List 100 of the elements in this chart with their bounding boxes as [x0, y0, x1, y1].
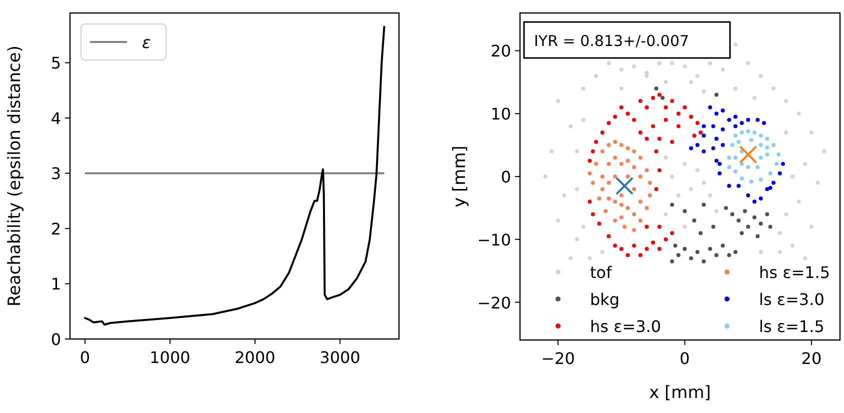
point — [727, 156, 732, 160]
point — [590, 149, 595, 154]
point — [746, 165, 750, 170]
point — [613, 114, 618, 119]
point — [698, 231, 703, 236]
point — [714, 112, 718, 116]
point — [651, 240, 656, 245]
y-tick-label: 10 — [490, 104, 511, 124]
point — [588, 200, 592, 204]
point — [648, 193, 652, 198]
point — [776, 152, 781, 156]
point — [644, 136, 649, 141]
point — [606, 180, 611, 185]
point — [626, 158, 630, 163]
legend-label: ls ε=3.0 — [759, 290, 824, 309]
line-series — [84, 26, 386, 326]
point — [626, 253, 630, 258]
point — [768, 186, 772, 190]
point — [702, 124, 706, 128]
point — [720, 127, 725, 132]
annotation: IYR = 0.813+/-0.007 — [534, 32, 690, 50]
point — [740, 176, 744, 180]
point — [670, 202, 674, 207]
point — [780, 162, 785, 166]
y-tick-label: 3 — [50, 164, 61, 184]
point — [676, 253, 680, 258]
point — [727, 118, 732, 122]
point — [758, 156, 763, 160]
point — [638, 200, 642, 204]
point — [756, 118, 760, 122]
point — [644, 168, 649, 172]
point — [613, 200, 618, 204]
point — [730, 143, 734, 148]
point — [714, 158, 718, 163]
point — [670, 231, 674, 236]
point — [740, 162, 744, 166]
point — [657, 92, 662, 97]
point — [720, 108, 725, 112]
point — [682, 105, 687, 110]
point — [606, 162, 611, 166]
point — [762, 121, 766, 126]
point — [588, 171, 592, 176]
point — [692, 218, 696, 223]
point — [626, 174, 630, 178]
point — [695, 121, 700, 126]
point — [711, 146, 716, 150]
point — [768, 224, 772, 229]
point — [727, 165, 732, 170]
point — [702, 202, 706, 207]
point — [758, 178, 763, 182]
y-axis-title: Reachability (epsilon distance) — [5, 46, 25, 306]
point — [613, 156, 618, 160]
point — [590, 180, 595, 185]
point — [698, 130, 703, 134]
legend-label: hs ε=1.5 — [759, 263, 830, 282]
point — [718, 171, 722, 176]
y-tick-label: 0 — [500, 168, 511, 186]
point — [670, 140, 674, 144]
point — [758, 196, 763, 201]
point — [749, 180, 754, 184]
point — [657, 168, 662, 172]
point — [619, 202, 624, 207]
x-tick-label: 0 — [80, 348, 90, 367]
point — [742, 209, 747, 214]
point — [606, 196, 611, 201]
point — [724, 206, 728, 210]
point — [689, 114, 694, 119]
y-tick-label: 2 — [50, 219, 61, 238]
point — [619, 105, 624, 110]
point — [657, 246, 662, 251]
point — [613, 174, 618, 178]
point — [657, 136, 662, 141]
point — [588, 158, 592, 163]
point — [746, 129, 750, 134]
y-tick-label: 0 — [50, 330, 61, 349]
point — [749, 138, 754, 142]
point — [733, 114, 738, 119]
point — [638, 156, 642, 160]
point — [664, 118, 668, 122]
point — [597, 222, 602, 226]
x-axis-title: x [mm] — [649, 383, 711, 403]
point — [644, 105, 649, 110]
point — [758, 143, 763, 148]
point — [702, 149, 706, 154]
point — [664, 105, 668, 110]
point — [708, 105, 712, 110]
legend-label: ε — [142, 33, 151, 52]
point — [765, 136, 770, 141]
point — [654, 187, 658, 192]
point — [768, 171, 772, 176]
x-tick-label: 20 — [801, 349, 822, 368]
point — [619, 193, 624, 198]
point — [632, 228, 636, 232]
point — [619, 162, 624, 166]
point — [765, 146, 770, 150]
point — [590, 212, 595, 216]
point — [604, 209, 608, 214]
point — [638, 253, 642, 258]
point — [752, 215, 756, 220]
point — [727, 253, 732, 258]
